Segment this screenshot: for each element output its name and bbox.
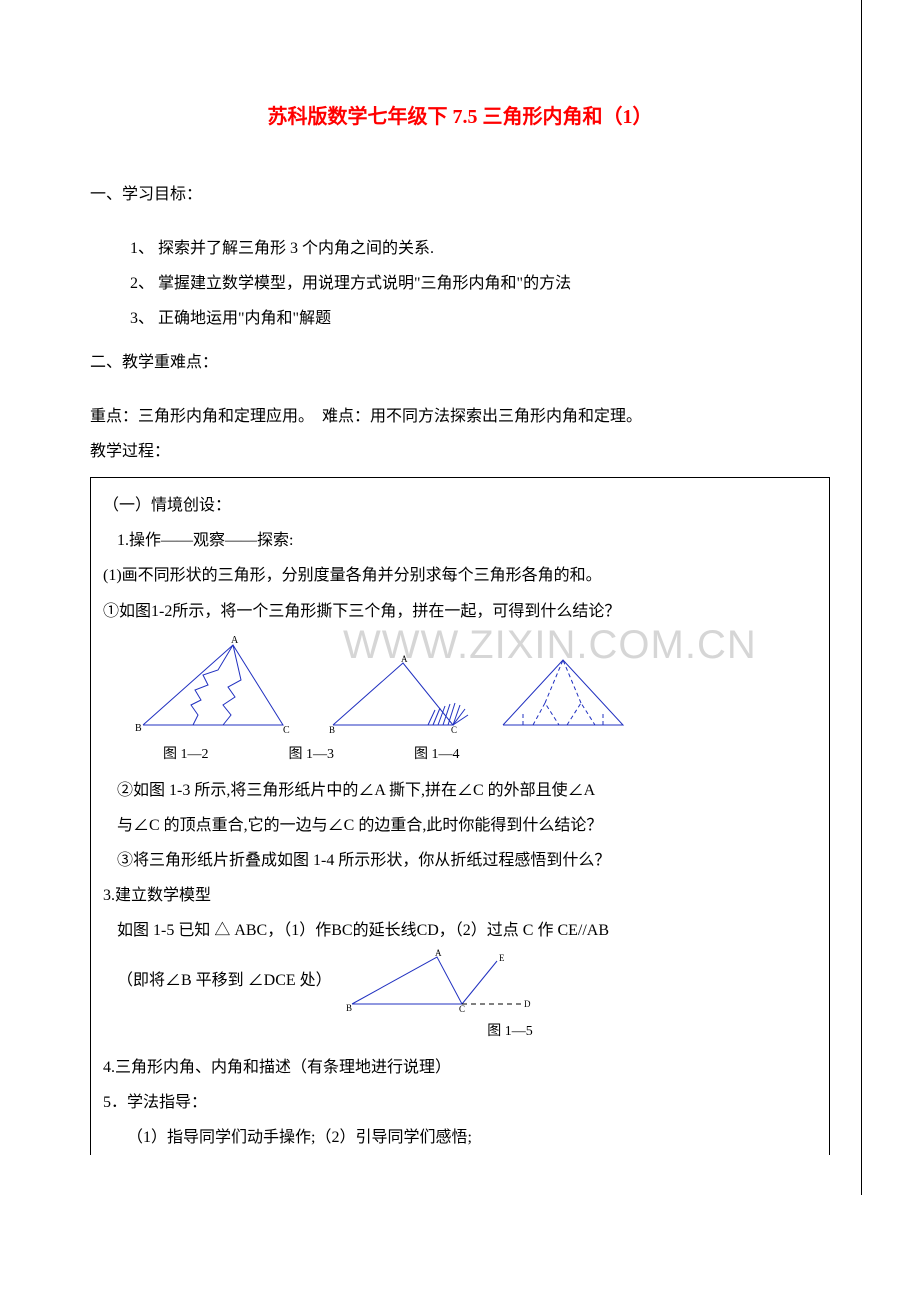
fig-label-1-4: 图 1—4 <box>414 743 460 763</box>
svg-text:A: A <box>401 655 408 664</box>
section-2-heading: 二、教学重难点： <box>90 347 830 379</box>
box-line-9: 如图 1-5 已知 △ ABC，（1）作BC的延长线CD，（2）过点 C 作 C… <box>103 913 757 948</box>
keypoints-line: 重点：三角形内角和定理应用。 难点：用不同方法探索出三角形内角和定理。 <box>90 399 830 434</box>
figure-labels-row: 图 1—2 图 1—3 图 1—4 <box>163 743 757 763</box>
svg-text:C: C <box>459 1004 465 1014</box>
svg-text:C: C <box>451 725 457 735</box>
figure-1-2: A B C <box>123 635 303 735</box>
fig-label-1-5: 图 1—5 <box>263 1020 757 1040</box>
box-line-10: （即将∠B 平移到 ∠DCE 处） <box>117 972 332 989</box>
box-line-6: 与∠C 的顶点重合,它的一边与∠C 的边重合,此时你能得到什么结论？ <box>103 808 757 843</box>
svg-text:C: C <box>283 725 290 735</box>
box-line-4: ①如图1-2所示，将一个三角形撕下三个角，拼在一起，可得到什么结论？ <box>103 594 757 629</box>
svg-text:B: B <box>135 723 142 734</box>
section-1-heading: 一、学习目标： <box>90 179 830 211</box>
box-line-8: 3.建立数学模型 <box>103 878 757 913</box>
box-line-3: (1)画不同形状的三角形，分别度量各角并分别求每个三角形各角的和。 <box>103 558 757 593</box>
box-line-9-text: 如图 1-5 已知 △ ABC，（1）作BC的延长线CD，（2）过点 C 作 C… <box>117 922 609 939</box>
svg-text:E: E <box>499 953 505 963</box>
figure-1-4 <box>493 655 633 735</box>
box-line-7: ③将三角形纸片折叠成如图 1-4 所示形状，你从折纸过程感悟到什么？ <box>103 843 757 878</box>
svg-text:D: D <box>524 999 531 1009</box>
box-line-1: （一）情境创设： <box>103 488 757 523</box>
right-margin-col <box>861 0 920 1195</box>
figures-row: WWW.ZIXIN.COM.CN A B C A B <box>123 635 757 735</box>
goal-item-2: 2、 掌握建立数学模型，用说理方式说明"三角形内角和"的方法 <box>130 266 830 301</box>
figure-1-5-wrap: A B C D E <box>342 949 532 1014</box>
goal-item-1: 1、 探索并了解三角形 3 个内角之间的关系. <box>130 231 830 266</box>
box-line-11: 4.三角形内角、内角和描述（有条理地进行说理） <box>103 1050 757 1085</box>
goal-item-3: 3、 正确地运用"内角和"解题 <box>130 301 830 336</box>
box-line-12: 5．学法指导： <box>103 1085 757 1120</box>
svg-text:A: A <box>231 635 239 646</box>
box-line-5: ②如图 1-3 所示,将三角形纸片中的∠A 撕下,拼在∠C 的外部且使∠A <box>103 773 757 808</box>
fig-label-1-3: 图 1—3 <box>289 743 335 763</box>
svg-text:B: B <box>329 725 335 735</box>
svg-text:A: A <box>435 949 442 958</box>
svg-text:B: B <box>346 1003 352 1013</box>
figure-1-5: A B C D E <box>342 949 532 1014</box>
box-line-13: （1）指导同学们动手操作;（2）引导同学们感悟; <box>103 1120 757 1155</box>
content-box: （一）情境创设： 1.操作——观察——探索: (1)画不同形状的三角形，分别度量… <box>90 477 830 1155</box>
fig-label-1-2: 图 1—2 <box>163 743 209 763</box>
page-title: 苏科版数学七年级下 7.5 三角形内角和（1） <box>90 100 830 129</box>
process-heading: 教学过程： <box>90 434 830 469</box>
box-line-2: 1.操作——观察——探索: <box>103 523 757 558</box>
box-line-10-row: （即将∠B 平移到 ∠DCE 处） A B C D E <box>103 949 757 1014</box>
figure-1-3: A B C <box>323 655 473 735</box>
